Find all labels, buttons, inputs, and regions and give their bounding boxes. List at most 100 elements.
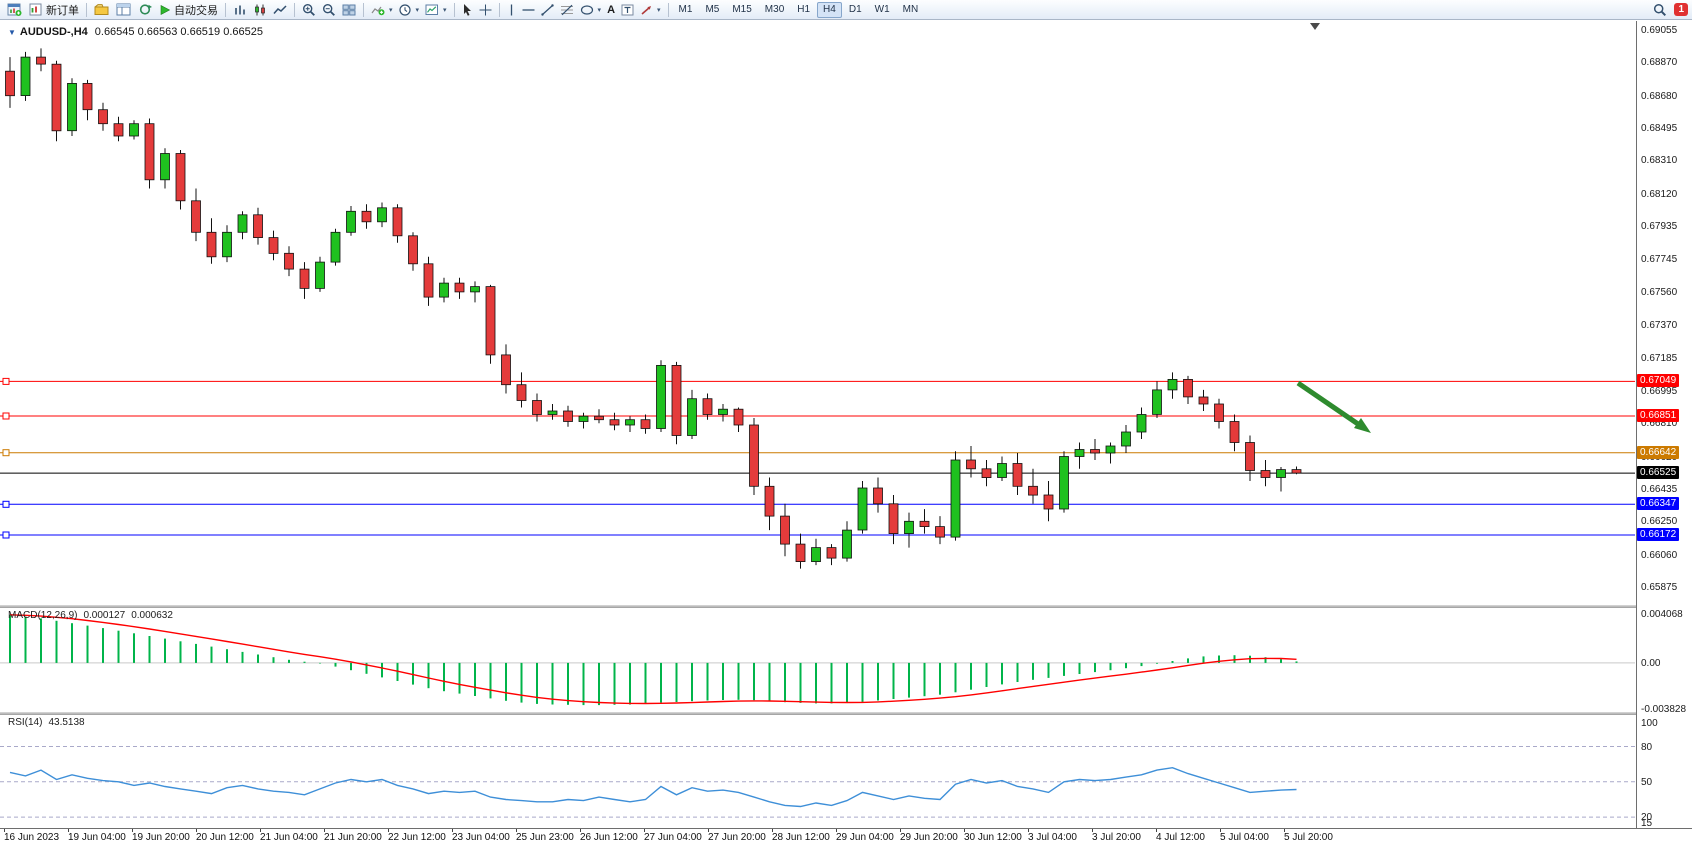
price-tick: 0.68310: [1641, 155, 1678, 167]
price-tick: 0.68680: [1641, 90, 1678, 102]
chart-line-button[interactable]: [270, 1, 290, 19]
chevron-down-icon: ▾: [657, 6, 661, 14]
time-tick: [132, 829, 133, 832]
price-tick: 0.67745: [1641, 254, 1678, 266]
alert-badge[interactable]: 1: [1674, 3, 1688, 16]
indicators-button[interactable]: ▾: [368, 1, 396, 19]
time-axis[interactable]: 16 Jun 2023 19 Jun 04:00 19 Jun 20:00 20 Ju…: [0, 828, 1692, 845]
chevron-down-icon: ▾: [415, 6, 420, 14]
chart-title: ▼ AUDUSD-,H4 0.66545 0.66563 0.66519 0.665…: [8, 26, 263, 38]
chevron-down-icon[interactable]: ▼: [8, 28, 16, 37]
text-label-button[interactable]: [618, 1, 637, 19]
search-button[interactable]: [1650, 1, 1670, 19]
cursor-button[interactable]: [459, 1, 476, 19]
time-tick: [388, 829, 389, 832]
tile-windows-button[interactable]: [339, 1, 359, 19]
time-label: 19 Jun 04:00: [68, 832, 126, 843]
text-tool-icon: A: [607, 3, 616, 16]
price-axis[interactable]: 0.69055 0.68870 0.68680 0.68495 0.68310 0.681…: [1636, 21, 1692, 845]
new-chart-icon: [7, 3, 23, 17]
timeframe-M5[interactable]: M5: [705, 3, 720, 15]
panel-splitter[interactable]: [0, 712, 1692, 715]
time-label: 3 Jul 04:00: [1028, 832, 1077, 843]
timeframe-M1[interactable]: M1: [678, 3, 693, 15]
timeframe-M15[interactable]: M15: [732, 3, 752, 15]
macd-tick: 0.004068: [1641, 609, 1683, 620]
rsi-value: 43.5138: [48, 717, 85, 728]
ohlc-values: 0.66545 0.66563 0.66519 0.66525: [94, 26, 263, 38]
time-tick: [1092, 829, 1093, 832]
market-watch-icon: [116, 3, 132, 16]
price-tick: 0.66810: [1641, 418, 1678, 430]
trendline-button[interactable]: [538, 1, 557, 19]
text-button[interactable]: A: [604, 1, 618, 19]
timeframe-toolbar: M1 M5 M15 M30 H1 H4 D1 W1 MN: [673, 1, 925, 18]
bar-chart-icon: [233, 4, 247, 16]
macd-indicator[interactable]: [0, 608, 1635, 712]
macd-panel: MACD(12,26,9) 0.000127 0.000632: [0, 608, 1635, 712]
time-label: 20 Jun 12:00: [196, 832, 254, 843]
time-tick: [452, 829, 453, 832]
crosshair-button[interactable]: [476, 1, 495, 19]
price-tick: 0.67370: [1641, 320, 1678, 332]
toolbar-separator: [498, 2, 500, 17]
zoom-in-button[interactable]: [299, 1, 319, 19]
hline-price-tag: 0.66347: [1637, 497, 1680, 510]
time-tick: [1220, 829, 1221, 832]
chart-candles-button[interactable]: [250, 1, 270, 19]
timeframe-D1[interactable]: D1: [848, 3, 862, 15]
time-tick: [644, 829, 645, 832]
time-tick: [1156, 829, 1157, 832]
time-label: 29 Jun 20:00: [900, 832, 958, 843]
templates-button[interactable]: ▾: [422, 1, 450, 19]
timeframe-H1[interactable]: H1: [797, 3, 811, 15]
shapes-button[interactable]: ▾: [577, 1, 605, 19]
candlestick-icon: [253, 4, 267, 16]
zoom-out-button[interactable]: [319, 1, 339, 19]
refresh-button[interactable]: [135, 1, 156, 19]
time-label: 21 Jun 20:00: [324, 832, 382, 843]
line-chart-icon: [273, 4, 287, 16]
vertical-line-button[interactable]: [504, 1, 519, 19]
arrows-button[interactable]: ▾: [637, 1, 664, 19]
time-label: 22 Jun 12:00: [388, 832, 446, 843]
timeframe-W1[interactable]: W1: [874, 3, 890, 15]
macd-signal-value: 0.000632: [131, 610, 173, 621]
time-label: 25 Jun 23:00: [516, 832, 574, 843]
profiles-button[interactable]: [91, 1, 113, 19]
price-tick: 0.66435: [1641, 483, 1678, 495]
candlestick-chart[interactable]: [0, 21, 1635, 605]
panel-splitter[interactable]: [0, 605, 1692, 608]
time-tick: [580, 829, 581, 832]
time-tick: [68, 829, 69, 832]
toolbar-separator: [363, 2, 364, 17]
rsi-panel: RSI(14) 43.5138: [0, 715, 1635, 827]
rsi-label: RSI(14) 43.5138: [8, 717, 91, 728]
hline-price-tag: 0.66642: [1637, 446, 1680, 459]
rsi-indicator[interactable]: [0, 715, 1635, 827]
chart-bars-button[interactable]: [230, 1, 250, 19]
zoom-in-icon: [302, 3, 316, 16]
toolbar-separator: [667, 2, 669, 17]
price-tick: 0.65875: [1641, 582, 1678, 593]
macd-label: MACD(12,26,9) 0.000127 0.000632: [8, 610, 179, 621]
price-tick: 0.66060: [1641, 549, 1678, 561]
time-tick: [772, 829, 773, 832]
new-order-button[interactable]: 新订单: [26, 1, 82, 19]
fibonacci-button[interactable]: [557, 1, 577, 19]
crosshair-icon: [479, 4, 492, 16]
new-order-icon: [29, 3, 43, 16]
autotrade-label: 自动交易: [174, 4, 218, 17]
time-tick: [1284, 829, 1285, 832]
timeframe-MN[interactable]: MN: [902, 3, 919, 15]
horizontal-line-button[interactable]: [519, 1, 538, 19]
periods-button[interactable]: ▾: [396, 1, 423, 19]
new-chart-button[interactable]: [4, 1, 26, 19]
autotrade-button[interactable]: 自动交易: [156, 1, 221, 19]
hline-price-tag: 0.67049: [1637, 374, 1680, 387]
time-label: 26 Jun 12:00: [580, 832, 638, 843]
timeframe-H4[interactable]: H4: [817, 1, 842, 18]
market-watch-button[interactable]: [113, 1, 135, 19]
timeframe-M30[interactable]: M30: [764, 3, 785, 15]
rsi-tick: 50: [1641, 776, 1653, 788]
